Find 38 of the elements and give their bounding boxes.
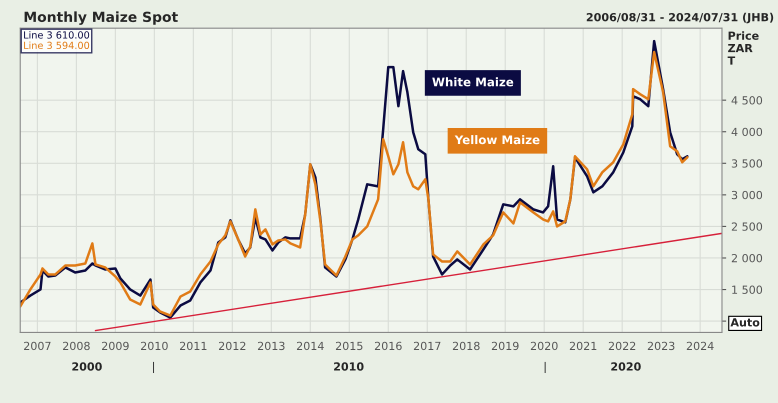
y-tick-label: 2 000 bbox=[732, 254, 762, 262]
text: Line 3 610.00 bbox=[24, 31, 90, 39]
text: 2000 bbox=[72, 362, 102, 371]
y-tick-label: 1 500 bbox=[732, 286, 762, 294]
annotation: White Maize bbox=[432, 77, 514, 86]
x-tick-label: 2015 bbox=[336, 342, 362, 350]
y-tick-label: 3 500 bbox=[732, 159, 762, 168]
x-tick-label: 2007 bbox=[24, 342, 51, 350]
y-tick-label: 4 000 bbox=[732, 128, 762, 136]
x-tick-label: 2012 bbox=[218, 342, 246, 350]
text: | bbox=[153, 362, 154, 374]
x-tick-label: 2021 bbox=[570, 342, 596, 350]
x-tick-label: 2020 bbox=[530, 342, 558, 350]
x-tick-label: 2010 bbox=[141, 342, 168, 350]
x-tick-label: 2011 bbox=[180, 342, 206, 350]
chart-title: Monthly Maize Spot bbox=[24, 11, 178, 25]
y-tick-label: 2 500 bbox=[732, 222, 762, 231]
x-tick-label: 2013 bbox=[258, 342, 285, 350]
text: 2010 bbox=[334, 362, 364, 371]
x-tick-label: 2014 bbox=[296, 342, 324, 350]
x-tick-label: 2009 bbox=[102, 342, 129, 350]
x-tick-label: 2019 bbox=[492, 342, 519, 350]
x-tick-label: 2024 bbox=[686, 342, 714, 350]
y-axis-title: Price ZAR T bbox=[728, 31, 759, 65]
x-tick-label: 2023 bbox=[648, 342, 674, 350]
text: Line 3 594.00 bbox=[24, 42, 90, 50]
text: 2020 bbox=[611, 362, 641, 371]
y-tick-label: 4 500 bbox=[732, 96, 762, 105]
text: Auto bbox=[730, 318, 760, 327]
x-tick-label: 2017 bbox=[414, 342, 440, 350]
text: | bbox=[544, 362, 546, 374]
annotation: Yellow Maize bbox=[454, 135, 540, 144]
x-tick-label: 2016 bbox=[374, 342, 402, 350]
x-tick-label: 2022 bbox=[608, 342, 636, 350]
chart-subtitle: 2006/08/31 - 2024/07/31 (JHB) bbox=[586, 12, 774, 24]
x-tick-label: 2008 bbox=[63, 342, 90, 350]
y-tick-label: 3 000 bbox=[732, 190, 762, 200]
x-tick-label: 2018 bbox=[452, 342, 480, 350]
